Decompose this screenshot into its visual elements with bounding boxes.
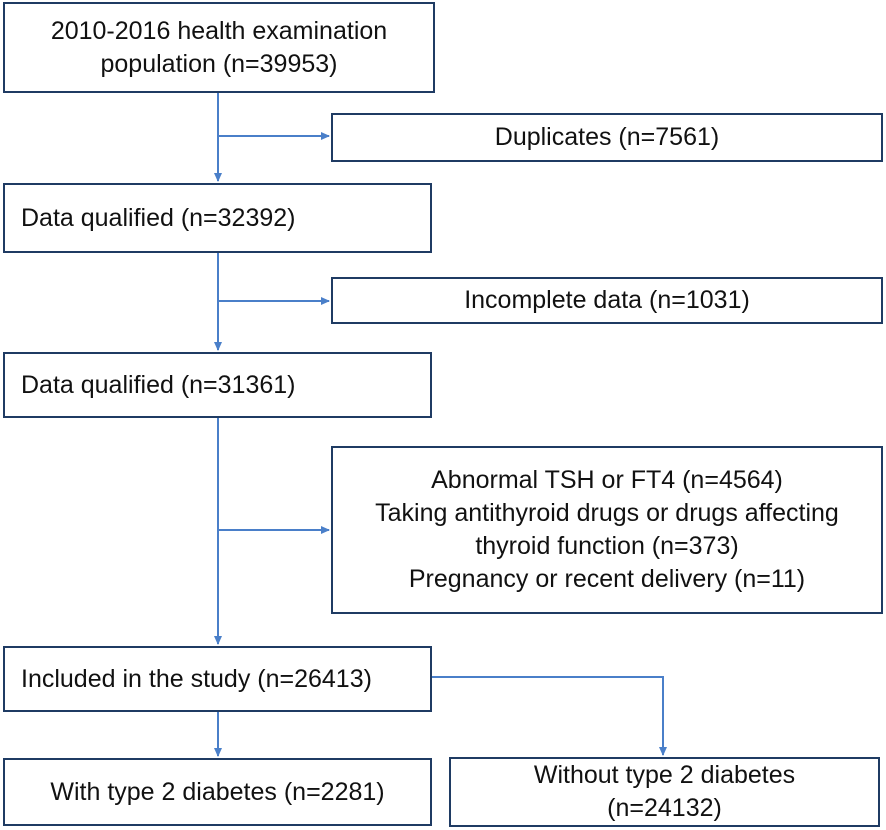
exclusions-line4: Pregnancy or recent delivery (n=11) — [408, 565, 806, 593]
incomplete-text: Incomplete data (n=1031) — [464, 286, 750, 314]
without-t2d-line2: (n=24132) — [607, 794, 722, 822]
duplicates-box: Duplicates (n=7561) — [331, 113, 883, 162]
population-line1: 2010-2016 health examination — [50, 16, 388, 45]
qualified1-box: Data qualified (n=32392) — [3, 183, 432, 253]
arrow-included-to-without — [432, 676, 667, 756]
included-box: Included in the study (n=26413) — [3, 646, 432, 712]
with-t2d-text: With type 2 diabetes (n=2281) — [50, 777, 385, 806]
exclusions-box: Abnormal TSH or FT4 (n=4564) Taking anti… — [331, 446, 883, 614]
qualified2-text: Data qualified (n=31361) — [21, 370, 296, 399]
exclusions-line3: thyroid function (n=373) — [475, 532, 739, 560]
duplicates-text: Duplicates (n=7561) — [494, 123, 720, 151]
exclusions-line1: Abnormal TSH or FT4 (n=4564) — [431, 466, 783, 494]
population-line2: population (n=39953) — [100, 49, 338, 78]
without-t2d-line1: Without type 2 diabetes — [533, 761, 796, 789]
qualified1-text: Data qualified (n=32392) — [21, 203, 296, 232]
with-t2d-box: With type 2 diabetes (n=2281) — [3, 758, 432, 826]
incomplete-box: Incomplete data (n=1031) — [331, 277, 883, 324]
included-text: Included in the study (n=26413) — [21, 664, 372, 693]
exclusions-line2: Taking antithyroid drugs or drugs affect… — [375, 499, 839, 527]
without-t2d-box: Without type 2 diabetes (n=24132) — [449, 757, 880, 827]
population-box: 2010-2016 health examination population … — [3, 2, 435, 93]
qualified2-box: Data qualified (n=31361) — [3, 352, 432, 418]
